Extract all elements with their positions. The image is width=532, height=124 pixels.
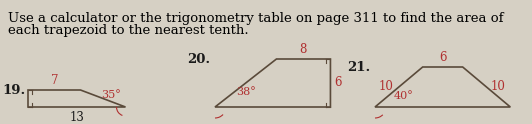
Text: 6: 6 — [439, 51, 446, 64]
Text: 10: 10 — [379, 80, 394, 93]
Text: 7: 7 — [51, 74, 58, 87]
Text: 19.: 19. — [3, 84, 26, 97]
Text: 40°: 40° — [394, 91, 413, 101]
Text: each trapezoid to the nearest tenth.: each trapezoid to the nearest tenth. — [8, 24, 248, 37]
Text: 38°: 38° — [236, 87, 256, 97]
Text: 20.: 20. — [187, 53, 210, 66]
Text: 13: 13 — [69, 111, 84, 124]
Text: 35°: 35° — [102, 90, 121, 100]
Text: 8: 8 — [300, 43, 307, 56]
Text: 10: 10 — [491, 80, 505, 93]
Text: Use a calculator or the trigonometry table on page 311 to find the area of: Use a calculator or the trigonometry tab… — [8, 12, 503, 25]
Text: 6: 6 — [335, 77, 342, 90]
Text: 21.: 21. — [347, 61, 370, 74]
